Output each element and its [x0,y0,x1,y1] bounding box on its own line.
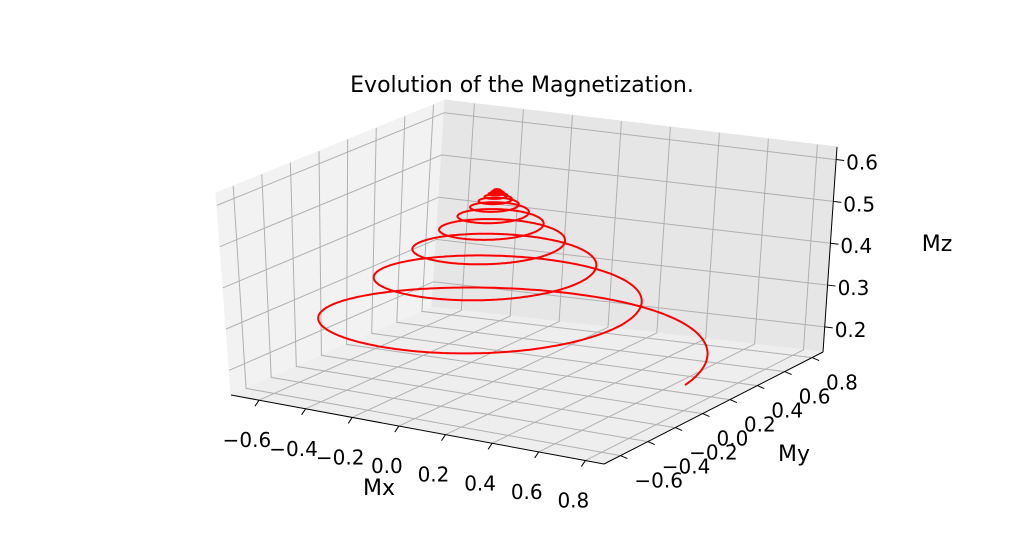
x-gridline [538,138,769,453]
x-tick-mark [254,399,260,407]
x-tick-label: 0.2 [418,463,450,487]
z-gridline [225,238,828,330]
y-gridline [371,127,758,387]
z-tick-label: 0.6 [846,151,878,175]
x-gridline [585,144,818,462]
y-tick-mark [729,399,738,404]
y-tick-mark [702,413,710,418]
x-tick-mark [394,425,400,433]
x-tick-mark [534,451,540,459]
y-gridline [261,174,648,443]
x-tick-label: −0.6 [223,428,272,452]
y-tick-label: −0.4 [662,455,711,479]
x-tick-label: 0.8 [557,489,589,513]
y-gridline [346,139,730,401]
x-axis-line [230,394,605,465]
x-gridline [445,126,671,436]
y-gridline [396,116,785,373]
y-tick-label: 0.8 [826,371,858,395]
y-axis-line [603,351,824,465]
x-tick-label: −0.2 [316,445,365,469]
chart-grid [216,103,837,462]
x-gridline [398,121,622,427]
z-gridline [229,281,825,371]
x-axis-label: Mx [363,476,395,501]
y-gridline [421,104,813,359]
chart-ticks: −0.6−0.4−0.2 0.0 0.2 0.4 0.6 0.8−0.6−0.4−0.20… [223,151,878,513]
x-tick-label: 0.6 [511,480,543,504]
z-tick-label: 0.4 [840,234,872,258]
x-tick-label: 0.4 [464,471,496,495]
chart-series [317,188,709,386]
z-axis-label: Mz [922,232,953,257]
y-tick-label: 0.6 [799,385,831,409]
x-tick-mark [487,443,493,450]
x-gridline [258,103,475,401]
y-gridline [232,185,621,457]
y-tick-mark [757,385,765,390]
y-gridline [289,162,676,429]
chart-axes [230,146,838,465]
x-tick-label: 0.0 [371,454,403,478]
chart-title: Evolution of the Magnetization. [350,73,694,98]
z-tick-mark [827,284,836,287]
z-gridline [222,196,831,289]
y-tick-label: −0.2 [689,441,738,465]
x-tick-label: −0.4 [269,437,318,461]
y-gridline [318,151,703,415]
z-gridline [216,112,837,206]
y-tick-mark [811,357,820,362]
z-tick-label: 0.3 [838,276,870,300]
y-tick-label: −0.6 [634,469,683,493]
z-tick-label: 0.2 [835,318,867,342]
z-tick-mark [830,242,839,245]
x-tick-mark [347,417,353,424]
z-tick-mark [836,159,845,162]
y-tick-mark [784,371,792,376]
x-gridline [351,115,573,418]
y-tick-label: 0.0 [717,427,749,451]
x-tick-mark [301,408,307,416]
x-tick-mark [580,460,586,467]
y-tick-mark [647,441,655,446]
z-tick-mark [824,326,833,329]
y-tick-label: 0.4 [771,399,803,423]
y-tick-mark [620,455,628,460]
z-gridline [219,154,834,248]
x-tick-mark [441,434,446,441]
x-gridline [491,132,720,444]
y-tick-label: 0.2 [744,413,776,437]
z-tick-mark [833,200,842,203]
z-tick-label: 0.5 [843,192,875,216]
y-tick-mark [674,427,683,432]
magnetization-trajectory [317,188,709,386]
z-axis-line [822,146,838,353]
x-gridline [305,109,524,410]
y-axis-label: My [778,442,810,467]
